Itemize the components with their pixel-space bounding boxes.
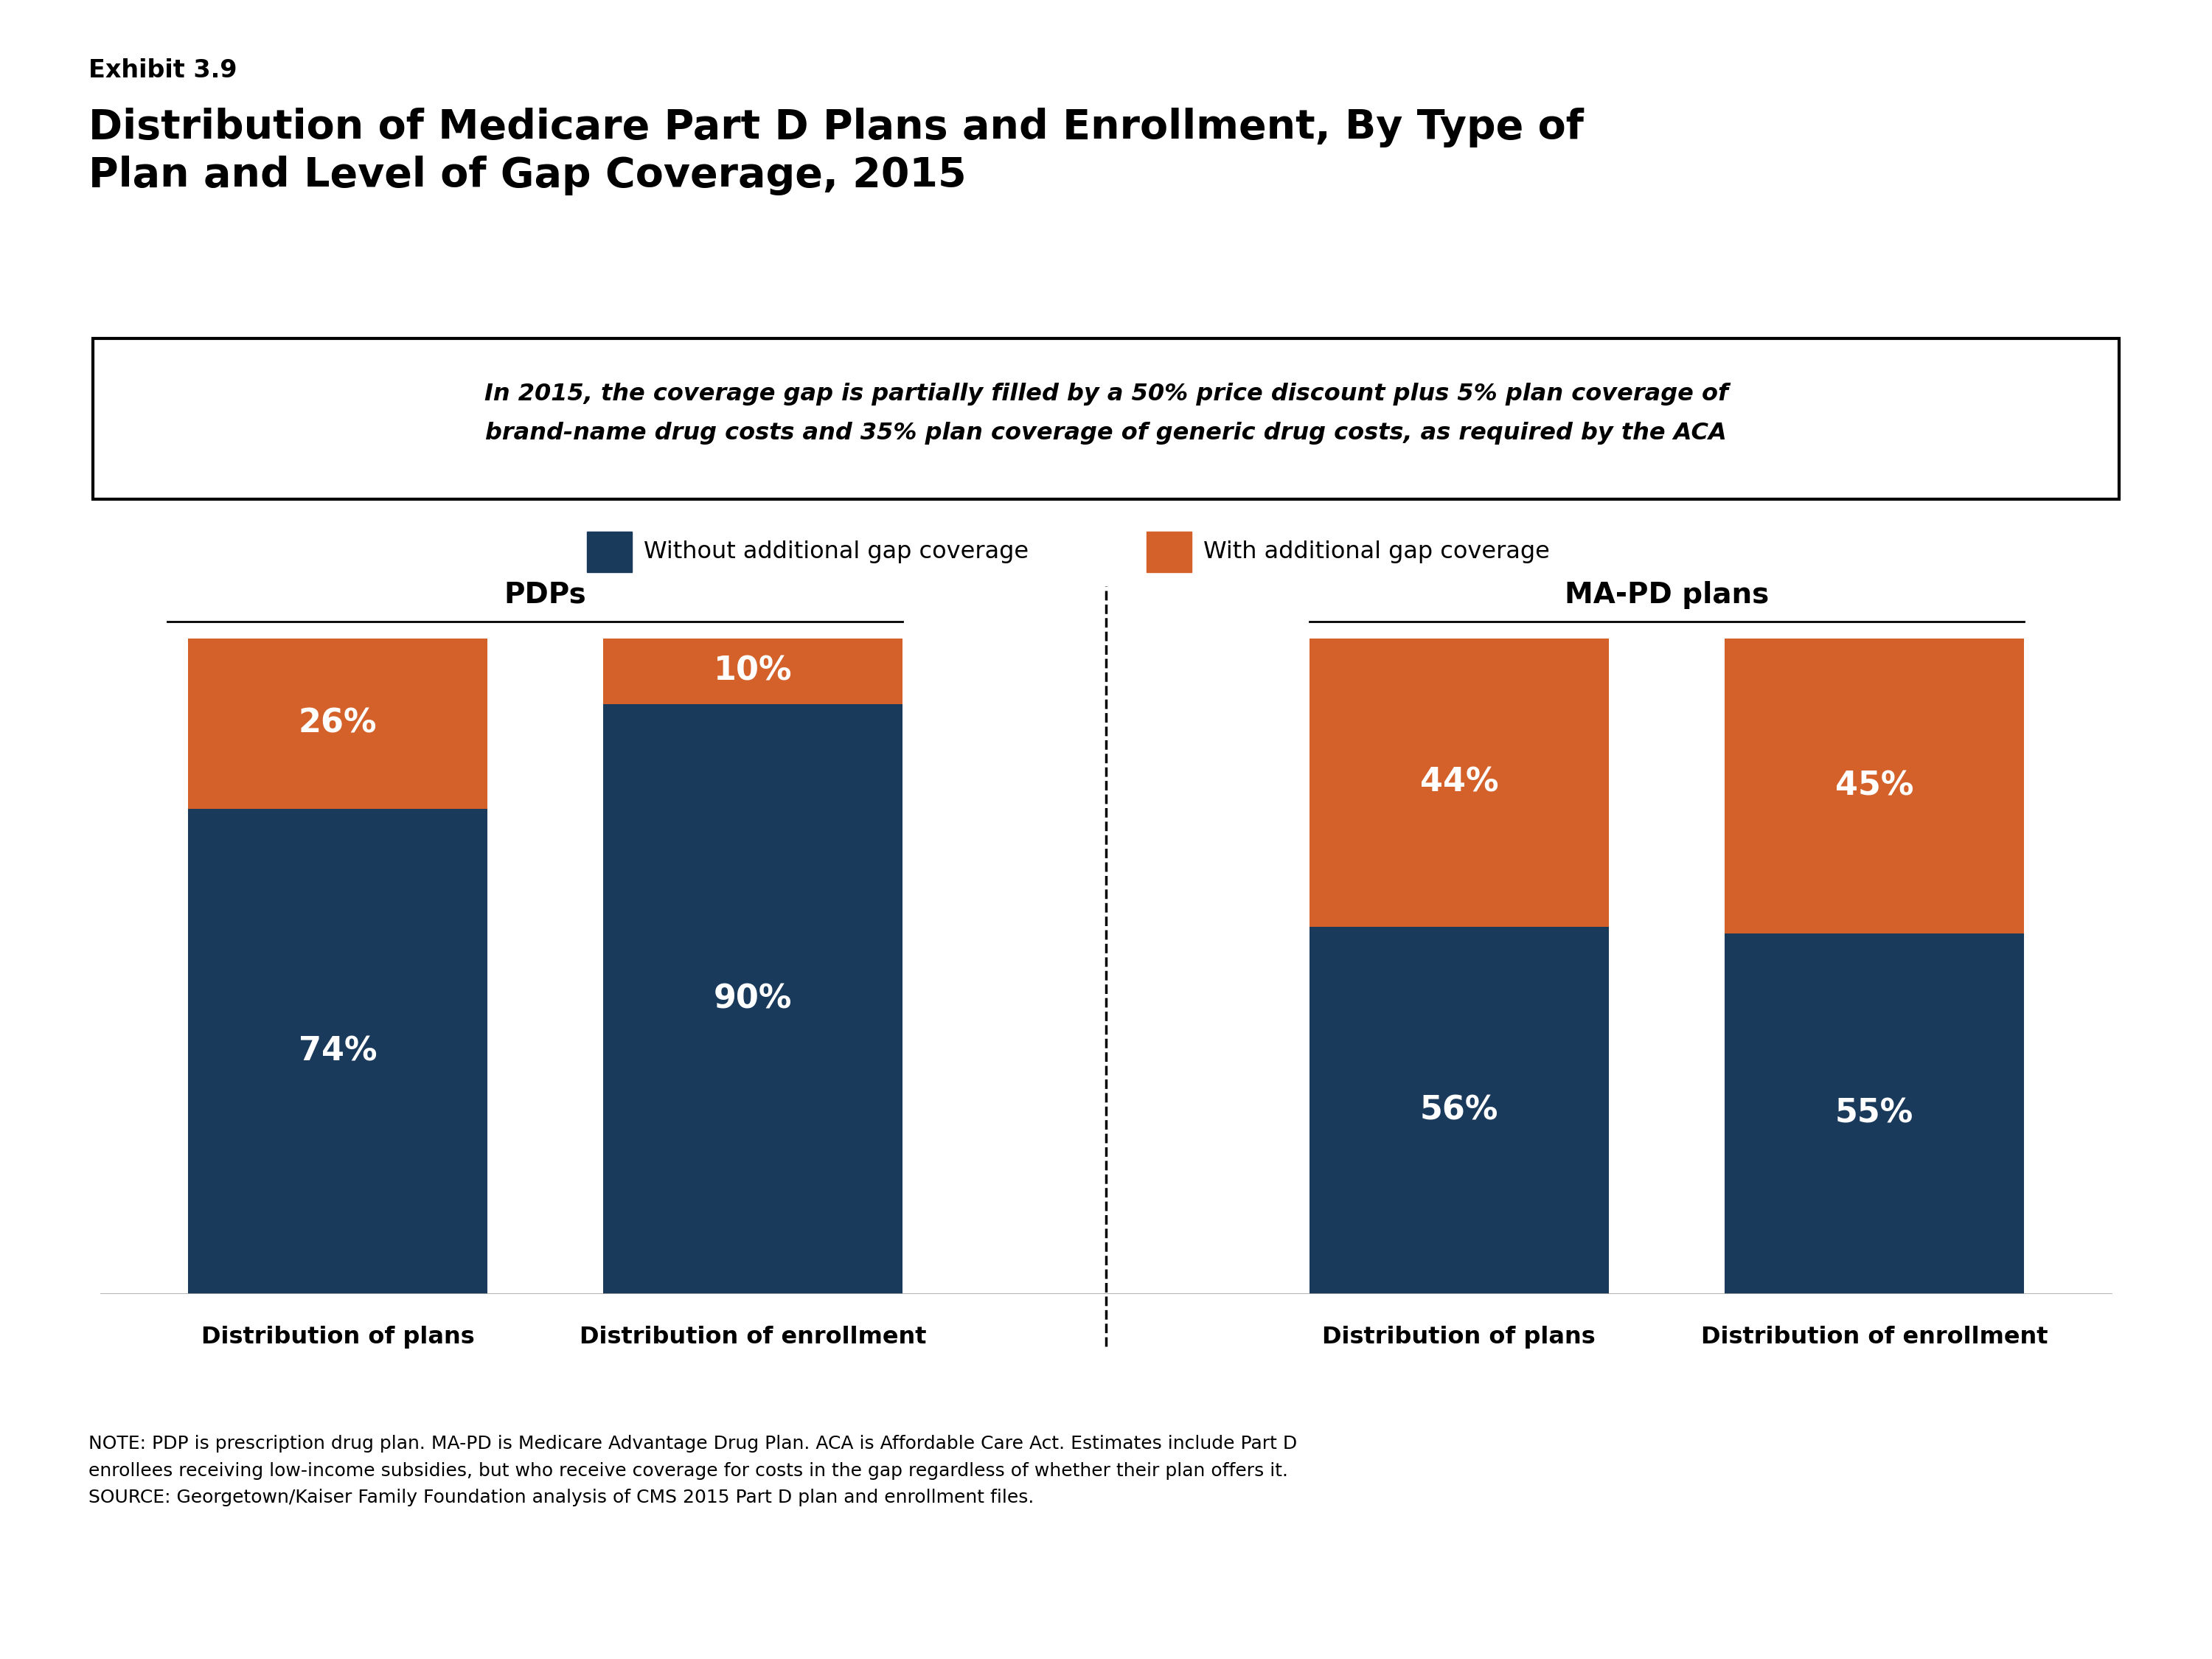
Text: In 2015, the coverage gap is partially filled by a 50% price discount plus 5% pl: In 2015, the coverage gap is partially f… (484, 383, 1728, 445)
Text: 45%: 45% (1836, 770, 1913, 801)
Bar (1146, 531, 1192, 572)
Bar (1310, 927, 1608, 1294)
Bar (1725, 639, 2024, 934)
Text: FAMILY: FAMILY (1984, 1540, 2059, 1559)
Text: Distribution of enrollment: Distribution of enrollment (1701, 1326, 2048, 1349)
Text: Distribution of plans: Distribution of plans (201, 1326, 473, 1349)
Bar (1310, 639, 1608, 927)
Bar (586, 531, 633, 572)
Text: Distribution of Medicare Part D Plans and Enrollment, By Type of
Plan and Level : Distribution of Medicare Part D Plans an… (88, 108, 1584, 196)
Text: Without additional gap coverage: Without additional gap coverage (644, 541, 1029, 562)
Bar (604, 703, 902, 1294)
Text: With additional gap coverage: With additional gap coverage (1203, 541, 1551, 562)
Bar (188, 639, 487, 810)
Text: 56%: 56% (1420, 1095, 1498, 1126)
Text: 10%: 10% (714, 655, 792, 687)
Text: MA-PD plans: MA-PD plans (1564, 581, 1770, 609)
Text: Distribution of enrollment: Distribution of enrollment (580, 1326, 927, 1349)
Text: 55%: 55% (1836, 1098, 1913, 1130)
Text: 74%: 74% (299, 1035, 376, 1067)
Text: THE HENRY J.: THE HENRY J. (1969, 1455, 2075, 1468)
Bar (188, 810, 487, 1294)
Bar (604, 639, 902, 703)
Text: PDPs: PDPs (504, 581, 586, 609)
FancyBboxPatch shape (93, 338, 2119, 499)
Text: 90%: 90% (714, 984, 792, 1015)
Text: NOTE: PDP is prescription drug plan. MA-PD is Medicare Advantage Drug Plan. ACA : NOTE: PDP is prescription drug plan. MA-… (88, 1435, 1296, 1506)
Text: Distribution of plans: Distribution of plans (1323, 1326, 1595, 1349)
Bar (1725, 934, 2024, 1294)
Text: 44%: 44% (1420, 766, 1498, 798)
Text: 26%: 26% (299, 708, 376, 740)
Text: FOUNDATION: FOUNDATION (1969, 1586, 2075, 1599)
Text: KAISER: KAISER (1971, 1495, 2073, 1518)
Text: Exhibit 3.9: Exhibit 3.9 (88, 58, 237, 83)
